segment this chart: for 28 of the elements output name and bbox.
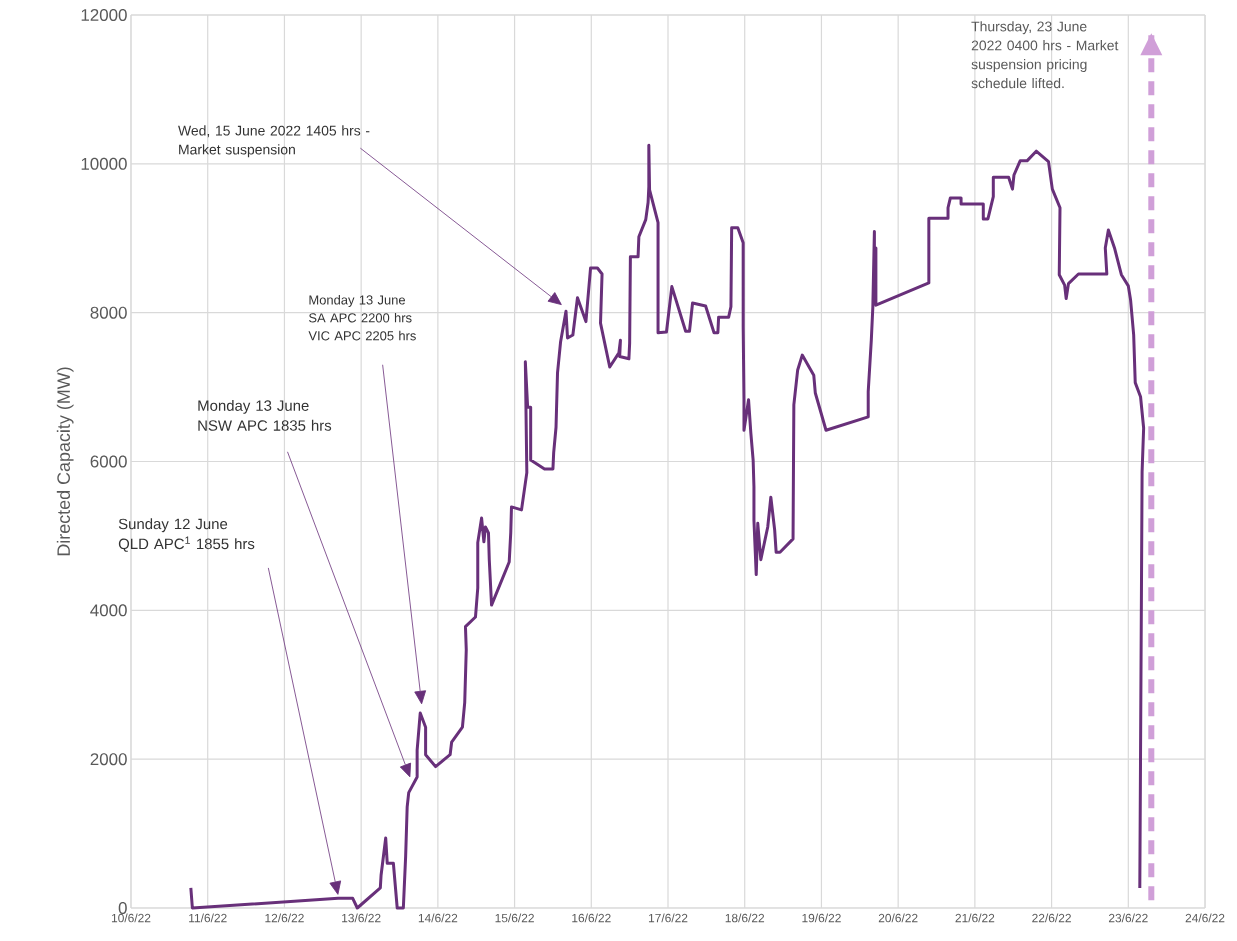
y-tick-label: 0 — [118, 902, 127, 914]
annotation: Monday 13 June NSW APC 1835 hrs — [198, 399, 332, 431]
x-tick-label: 13/6/22 — [342, 913, 381, 923]
x-tick-label: 19/6/22 — [802, 913, 841, 923]
x-tick-label: 24/6/22 — [1185, 913, 1225, 923]
x-tick-label: 12/6/22 — [265, 913, 304, 923]
x-tick-label: 20/6/22 — [878, 913, 918, 923]
x-tick-label: 15/6/22 — [495, 913, 534, 923]
y-axis-title: Directed Capacity (MW) — [56, 367, 74, 556]
x-tick-label: 10/6/22 — [111, 913, 151, 923]
x-tick-label: 16/6/22 — [572, 913, 611, 923]
x-tick-label: 17/6/22 — [648, 913, 688, 923]
x-tick-label: 23/6/22 — [1108, 913, 1148, 923]
x-tick-label: 11/6/22 — [189, 913, 227, 923]
y-tick-label: 12000 — [81, 8, 127, 21]
x-tick-label: 18/6/22 — [725, 913, 765, 923]
annotation: Sunday 12 June QLD APC$^{1}$ 1855 hrs — [118, 518, 255, 552]
x-tick-label: 22/6/22 — [1032, 913, 1071, 923]
y-tick-label: 2000 — [90, 753, 127, 766]
y-tick-label: 8000 — [90, 306, 127, 319]
x-tick-label: 21/6/22 — [955, 913, 995, 923]
y-tick-label: 10000 — [81, 157, 127, 170]
annotation: Wed, 15 June 2022 1405 hrs - Market suspension — [178, 125, 370, 158]
y-tick-label: 6000 — [90, 455, 127, 468]
x-tick-label: 14/6/22 — [418, 913, 458, 923]
annotation: Monday 13 June SA APC 2200 hrs VIC APC 2205 hrs — [308, 294, 416, 341]
ref-line-label: Thursday, 23 June 2022 0400 hrs - Market suspension pricing schedule lifted. — [971, 21, 1119, 89]
y-tick-label: 4000 — [90, 604, 127, 617]
